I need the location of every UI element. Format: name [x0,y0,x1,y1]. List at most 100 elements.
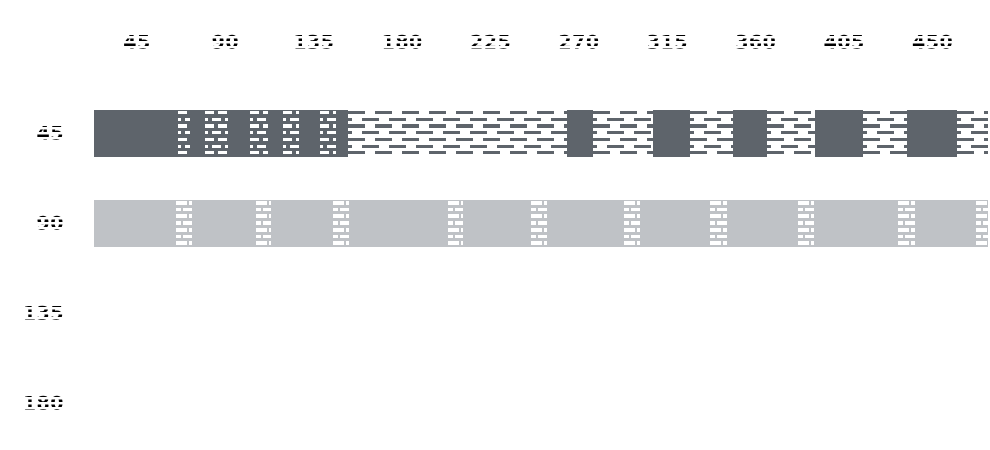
dash-mark [550,144,567,148]
dash-mark [326,144,336,148]
dash-mark [970,131,988,135]
dash-mark [904,234,915,239]
dash-mark [250,117,253,121]
dash-mark [710,234,715,239]
dash-mark [794,137,811,142]
x-tick-label-225: 225 [467,31,514,54]
dash-mark [348,124,365,128]
dash-mark [898,234,903,239]
dash-mark [976,214,987,219]
dash-mark [176,227,187,232]
dash-mark [531,214,542,219]
dash-mark [269,241,271,245]
dash-mark [690,131,694,135]
dash-mark [898,227,909,232]
dash-mark [182,207,192,212]
bar-segment-solid [268,110,283,157]
dash-mark [326,131,336,135]
dash-mark [633,131,651,135]
dash-mark [184,144,190,148]
dash-mark [461,201,463,205]
dash-mark [624,234,629,239]
dash-mark [811,201,814,205]
dash-mark [218,151,227,155]
dash-mark [564,151,567,155]
dash-mark [178,111,187,115]
dash-mark [469,144,487,148]
dash-mark [898,214,909,219]
bar-segment-solid [94,110,178,157]
dash-mark [531,241,542,245]
dash-mark [178,124,187,128]
dash-mark [348,131,352,135]
dash-mark [333,227,344,232]
dash-mark [320,131,323,135]
dash-mark [523,144,541,148]
dash-mark [461,241,463,245]
dash-mark [890,151,907,155]
dash-mark [730,131,733,135]
dash-mark [250,124,259,128]
dash-mark [289,131,299,135]
dash-mark [429,151,446,155]
dash-mark [205,111,214,115]
dash-mark [863,137,880,142]
dash-mark [690,124,707,128]
dash-mark [375,137,392,142]
dash-mark [620,137,637,142]
dash-mark [218,124,227,128]
dash-mark [388,131,406,135]
dash-mark [269,201,271,205]
dash-mark [982,221,988,225]
dash-mark [469,131,487,135]
dash-mark [211,144,221,148]
dash-mark [454,207,463,212]
dash-mark [263,137,268,142]
dash-mark [469,117,487,121]
dash-mark [296,151,299,155]
dash-mark [593,111,610,115]
dash-mark [780,131,798,135]
dash-mark [346,227,349,232]
dash-mark [178,151,187,155]
dash-mark [461,227,463,232]
dash-mark [807,131,815,135]
dash-mark [348,137,365,142]
dash-mark [262,207,271,212]
dash-mark [531,201,542,205]
dash-mark [361,131,379,135]
dash-mark [250,131,253,135]
bar-segment-solid [567,110,593,157]
dash-mark [716,221,727,225]
dash-mark [448,221,453,225]
dash-mark [804,207,814,212]
dash-mark [320,137,329,142]
dash-mark [564,137,567,142]
dash-mark [283,131,286,135]
x-tick-label-90: 90 [209,31,242,54]
dash-mark [633,144,651,148]
dash-mark [333,137,336,142]
dash-mark [630,221,640,225]
dash-mark [263,151,268,155]
dash-mark [970,117,988,121]
dash-mark [320,111,329,115]
x-tick-label-45: 45 [121,31,154,54]
dash-mark [205,131,208,135]
dash-mark [256,227,267,232]
dash-mark [296,124,299,128]
dash-mark [361,144,379,148]
dash-mark [523,117,541,121]
dash-mark [710,201,721,205]
dash-mark [176,201,187,205]
dash-mark [976,227,987,232]
bar-segment-solid [271,200,333,247]
dash-mark [637,214,640,219]
dash-mark [593,117,597,121]
dash-mark [717,137,733,142]
dash-mark [911,214,915,219]
bar-segment-solid [463,200,531,247]
dash-mark [537,221,547,225]
dash-mark [483,111,500,115]
bar-segment-gap [976,200,988,247]
